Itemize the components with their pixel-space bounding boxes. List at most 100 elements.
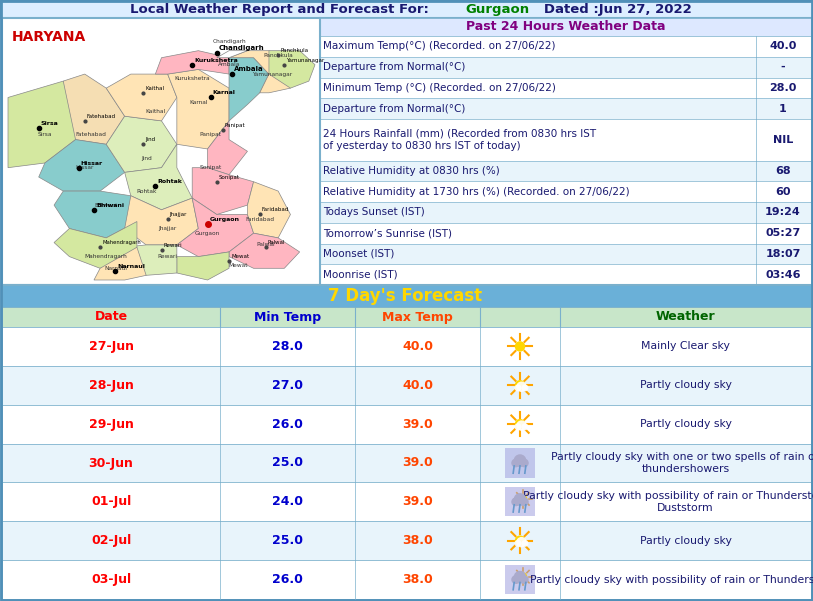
Text: Departure from Normal(°C): Departure from Normal(°C) xyxy=(323,103,465,114)
Circle shape xyxy=(521,540,528,547)
Polygon shape xyxy=(107,74,177,121)
FancyBboxPatch shape xyxy=(2,521,811,560)
FancyBboxPatch shape xyxy=(0,0,813,18)
Text: 30-Jun: 30-Jun xyxy=(89,457,133,469)
Text: Palwal: Palwal xyxy=(267,240,285,245)
Text: 01-Jul: 01-Jul xyxy=(91,495,131,508)
Circle shape xyxy=(515,419,525,429)
Polygon shape xyxy=(229,233,300,268)
FancyBboxPatch shape xyxy=(2,18,811,285)
Text: Partly cloudy sky with one or two spells of rain or
thundershowers: Partly cloudy sky with one or two spells… xyxy=(551,452,813,474)
Circle shape xyxy=(511,459,520,468)
Polygon shape xyxy=(207,121,247,175)
Text: Mewat: Mewat xyxy=(228,263,248,269)
Text: Rewari: Rewari xyxy=(163,243,182,248)
Text: 1: 1 xyxy=(779,103,787,114)
FancyBboxPatch shape xyxy=(320,36,811,56)
Text: 28.0: 28.0 xyxy=(769,83,797,93)
FancyBboxPatch shape xyxy=(506,487,535,516)
Polygon shape xyxy=(8,81,85,168)
Text: Faridabad: Faridabad xyxy=(262,207,289,213)
Text: Chandigarh: Chandigarh xyxy=(219,45,264,51)
Text: Date: Date xyxy=(94,311,128,323)
Polygon shape xyxy=(107,116,177,172)
FancyBboxPatch shape xyxy=(2,560,811,599)
Text: Departure from Normal(°C): Departure from Normal(°C) xyxy=(323,62,465,72)
FancyBboxPatch shape xyxy=(320,98,811,119)
Text: Narnaul: Narnaul xyxy=(104,266,127,271)
Text: Partly cloudy sky with possibility of rain or Thunderstorm: Partly cloudy sky with possibility of ra… xyxy=(530,575,813,585)
FancyBboxPatch shape xyxy=(2,285,811,599)
Text: Rewari: Rewari xyxy=(158,254,177,259)
Text: Relative Humidity at 1730 hrs (%) (Recorded. on 27/06/22): Relative Humidity at 1730 hrs (%) (Recor… xyxy=(323,187,629,197)
FancyBboxPatch shape xyxy=(320,264,811,285)
Circle shape xyxy=(515,385,521,391)
Text: Bhiwani: Bhiwani xyxy=(95,203,118,207)
Text: 28.0: 28.0 xyxy=(272,340,303,353)
Text: Jind: Jind xyxy=(145,137,155,142)
Text: Sonipat: Sonipat xyxy=(199,165,222,170)
Text: Maximum Temp(°C) (Recorded. on 27/06/22): Maximum Temp(°C) (Recorded. on 27/06/22) xyxy=(323,41,555,51)
Text: Max Temp: Max Temp xyxy=(382,311,453,323)
Circle shape xyxy=(511,575,520,584)
Polygon shape xyxy=(124,196,198,245)
Text: Partly cloudy sky: Partly cloudy sky xyxy=(640,380,732,390)
Polygon shape xyxy=(63,74,124,144)
Circle shape xyxy=(515,341,525,352)
Circle shape xyxy=(516,537,527,548)
Circle shape xyxy=(516,382,527,392)
Text: 7 Day's Forecast: 7 Day's Forecast xyxy=(328,287,482,305)
Text: 68: 68 xyxy=(775,166,791,176)
FancyBboxPatch shape xyxy=(320,182,811,202)
Text: Mahendragarh: Mahendragarh xyxy=(102,240,141,245)
Polygon shape xyxy=(177,252,229,280)
Circle shape xyxy=(519,495,528,503)
Text: Sonipat: Sonipat xyxy=(219,175,240,180)
Text: Jind: Jind xyxy=(141,156,151,161)
Circle shape xyxy=(514,454,526,467)
FancyBboxPatch shape xyxy=(2,327,811,366)
FancyBboxPatch shape xyxy=(320,160,811,182)
Polygon shape xyxy=(124,245,177,275)
Text: Kaithal: Kaithal xyxy=(145,86,164,91)
FancyBboxPatch shape xyxy=(320,243,811,264)
Text: Hissar: Hissar xyxy=(80,160,102,166)
FancyBboxPatch shape xyxy=(506,448,535,478)
Text: Mainly Clear sky: Mainly Clear sky xyxy=(641,341,730,352)
Text: Ambala: Ambala xyxy=(234,66,263,72)
FancyBboxPatch shape xyxy=(2,404,811,444)
Text: Minimum Temp (°C) (Recorded. on 27/06/22): Minimum Temp (°C) (Recorded. on 27/06/22… xyxy=(323,83,556,93)
Text: Palwal: Palwal xyxy=(257,242,275,248)
Circle shape xyxy=(521,423,528,430)
Text: Yamunanagar: Yamunanagar xyxy=(252,72,292,76)
Polygon shape xyxy=(217,50,247,58)
Polygon shape xyxy=(229,58,269,121)
Text: 03-Jul: 03-Jul xyxy=(91,573,131,586)
Text: 03:46: 03:46 xyxy=(765,270,801,279)
Text: NIL: NIL xyxy=(773,135,793,145)
Polygon shape xyxy=(155,50,229,74)
FancyBboxPatch shape xyxy=(320,56,811,78)
Polygon shape xyxy=(124,144,192,210)
Text: Gurgaon: Gurgaon xyxy=(465,2,529,16)
Text: 28-Jun: 28-Jun xyxy=(89,379,133,392)
Circle shape xyxy=(511,498,520,506)
Text: Todays Sunset (IST): Todays Sunset (IST) xyxy=(323,207,424,218)
Text: Partly cloudy sky: Partly cloudy sky xyxy=(640,535,732,546)
Text: 27-Jun: 27-Jun xyxy=(89,340,133,353)
Text: Gurgaon: Gurgaon xyxy=(195,231,220,236)
Circle shape xyxy=(514,571,526,584)
Text: Panchkula: Panchkula xyxy=(280,48,308,53)
Text: 39.0: 39.0 xyxy=(402,418,433,431)
Text: Hissar: Hissar xyxy=(76,165,94,170)
Polygon shape xyxy=(177,198,254,257)
Text: Narnaul: Narnaul xyxy=(117,264,146,269)
Text: Chandigarh: Chandigarh xyxy=(212,39,246,44)
FancyBboxPatch shape xyxy=(320,18,811,36)
Circle shape xyxy=(519,572,528,581)
Text: Karnal: Karnal xyxy=(189,100,207,105)
FancyBboxPatch shape xyxy=(320,202,811,223)
Circle shape xyxy=(520,459,528,468)
Text: Bhiwani: Bhiwani xyxy=(96,203,124,208)
FancyBboxPatch shape xyxy=(320,223,811,243)
